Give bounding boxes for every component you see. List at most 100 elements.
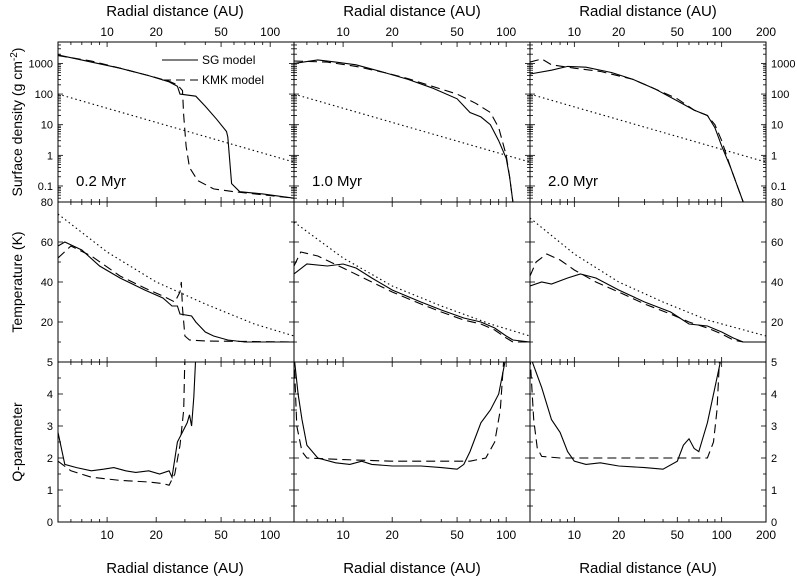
y-tick-label-left-r2: 0 xyxy=(47,517,53,529)
y-tick-label-right-r2: 3 xyxy=(771,421,777,433)
x-tick-label-bottom-c0: 20 xyxy=(150,528,164,542)
legend-label-kmk-model: KMK model xyxy=(202,73,264,87)
y-tick-label-right-r2: 2 xyxy=(771,453,777,465)
series-line-unlabeled-reference-r1-c2 xyxy=(530,217,766,337)
y-tick-label-right-r0: 0.1 xyxy=(771,181,786,193)
y-tick-label-left-r0: 0.1 xyxy=(38,181,53,193)
x-tick-label-top-c1: 100 xyxy=(496,25,516,39)
y-tick-label-left-r0: 1000 xyxy=(29,58,53,70)
y-tick-label-right-r2: 1 xyxy=(771,485,777,497)
x-tick-label-bottom-c2: 200 xyxy=(756,528,776,542)
series-line-sg-model-r0-c1 xyxy=(294,59,514,202)
y-tick-label-left-r0: 1 xyxy=(47,150,53,162)
y-tick-label-left-r1: 20 xyxy=(41,317,53,329)
x-tick-label-bottom-c1: 100 xyxy=(496,528,516,542)
series-group-r0-c1 xyxy=(294,59,530,202)
x-tick-label-top-c1: 50 xyxy=(450,25,464,39)
panel-r1-c1 xyxy=(293,201,531,363)
series-line-sg-model-r2-c0 xyxy=(58,362,197,480)
panel-r1-c0 xyxy=(57,201,295,363)
x-tick-label-bottom-c1: 50 xyxy=(450,528,464,542)
bottom-axis-label-col-1: Radial distance (AU) xyxy=(343,560,481,577)
x-tick-label-top-c0: 100 xyxy=(260,25,280,39)
y-tick-label-right-r1: 60 xyxy=(771,237,783,249)
series-line-kmk-model-r0-c0 xyxy=(58,55,294,199)
panels-group: 1010202050501001001010202050501001001010… xyxy=(29,25,796,542)
x-tick-label-top-c2: 100 xyxy=(712,25,732,39)
y-tick-label-left-r2: 5 xyxy=(47,357,53,369)
panel-frame-r2-c2 xyxy=(529,361,767,523)
y-tick-label-left-r2: 2 xyxy=(47,453,53,465)
panel-frame-r2-c0 xyxy=(57,361,295,523)
y-tick-label-left-r0: 100 xyxy=(35,89,53,101)
series-line-kmk-model-r1-c0 xyxy=(58,245,294,343)
series-line-kmk-model-r0-c2 xyxy=(530,58,744,202)
series-line-unlabeled-reference-r0-c0 xyxy=(58,93,294,163)
x-tick-label-bottom-c2: 20 xyxy=(612,528,626,542)
y-tick-label-right-r0: 100 xyxy=(771,89,789,101)
series-line-kmk-model-r0-c1 xyxy=(294,60,514,202)
x-tick-label-top-c1: 10 xyxy=(336,25,350,39)
series-line-unlabeled-reference-r0-c2 xyxy=(530,93,766,163)
panel-r0-c1 xyxy=(293,41,531,203)
y-tick-label-left-r2: 1 xyxy=(47,485,53,497)
series-group-r2-c2 xyxy=(530,362,721,470)
series-line-kmk-model-r2-c2 xyxy=(530,362,720,459)
x-tick-label-top-c2: 50 xyxy=(671,25,685,39)
ylabel-temperature: Temperature (K) xyxy=(9,231,25,332)
series-group-r2-c1 xyxy=(294,362,506,470)
top-axis-label-col-0: Radial distance (AU) xyxy=(106,3,244,20)
panel-r2-c1 xyxy=(293,361,531,523)
panel-frame-r1-c1 xyxy=(293,201,531,363)
y-tick-label-right-r1: 40 xyxy=(771,277,783,289)
series-group-r0-c2 xyxy=(530,58,766,202)
y-tick-label-right-r2: 4 xyxy=(771,389,777,401)
panel-frame-r1-c0 xyxy=(57,201,295,363)
y-tick-label-left-r2: 3 xyxy=(47,421,53,433)
legend: SG model KMK model xyxy=(162,53,264,87)
ylabel-q-parameter: Q-parameter xyxy=(9,402,25,482)
top-axis-label-col-1: Radial distance (AU) xyxy=(343,3,481,20)
y-tick-label-right-r0: 1 xyxy=(771,150,777,162)
series-line-sg-model-r2-c2 xyxy=(531,362,721,470)
x-tick-label-bottom-c2: 100 xyxy=(712,528,732,542)
x-tick-label-top-c0: 50 xyxy=(214,25,228,39)
series-group-r1-c0 xyxy=(58,213,294,343)
y-tick-label-right-r2: 5 xyxy=(771,357,777,369)
y-tick-label-left-r1: 40 xyxy=(41,277,53,289)
series-line-sg-model-r1-c2 xyxy=(530,273,766,343)
x-tick-label-bottom-c0: 100 xyxy=(260,528,280,542)
y-tick-label-left-r0: 10 xyxy=(41,120,53,132)
x-tick-label-bottom-c2: 50 xyxy=(671,528,685,542)
y-tick-label-left-r1: 80 xyxy=(41,197,53,209)
series-group-r1-c2 xyxy=(530,217,766,343)
x-tick-label-top-c0: 10 xyxy=(100,25,114,39)
panel-r2-c0 xyxy=(57,361,295,523)
series-line-unlabeled-reference-r1-c1 xyxy=(294,221,530,337)
series-line-unlabeled-reference-r0-c1 xyxy=(294,93,530,163)
top-axis-label-col-2: Radial distance (AU) xyxy=(579,3,717,20)
x-tick-label-top-c2: 10 xyxy=(568,25,582,39)
y-tick-label-left-r1: 60 xyxy=(41,237,53,249)
panel-r2-c2 xyxy=(529,361,767,523)
y-tick-label-right-r1: 80 xyxy=(771,197,783,209)
y-tick-label-right-r0: 10 xyxy=(771,120,783,132)
series-line-kmk-model-r2-c0 xyxy=(58,362,186,486)
series-line-unlabeled-reference-r1-c0 xyxy=(58,213,294,337)
x-tick-label-bottom-c1: 10 xyxy=(336,528,350,542)
x-tick-label-top-c2: 200 xyxy=(756,25,776,39)
series-line-kmk-model-r2-c1 xyxy=(294,362,505,462)
x-tick-label-bottom-c1: 20 xyxy=(386,528,400,542)
x-tick-label-top-c1: 20 xyxy=(386,25,400,39)
series-group-r1-c1 xyxy=(294,221,530,343)
series-group-r2-c0 xyxy=(58,362,197,486)
time-label-c1: 1.0 Myr xyxy=(312,173,362,190)
series-line-sg-model-r0-c2 xyxy=(530,65,744,202)
bottom-axis-label-col-2: Radial distance (AU) xyxy=(579,560,717,577)
x-tick-label-bottom-c2: 10 xyxy=(568,528,582,542)
series-line-kmk-model-r1-c2 xyxy=(530,253,766,343)
time-label-c2: 2.0 Myr xyxy=(548,173,598,190)
x-tick-label-bottom-c0: 50 xyxy=(214,528,228,542)
series-line-sg-model-r1-c1 xyxy=(294,263,530,343)
